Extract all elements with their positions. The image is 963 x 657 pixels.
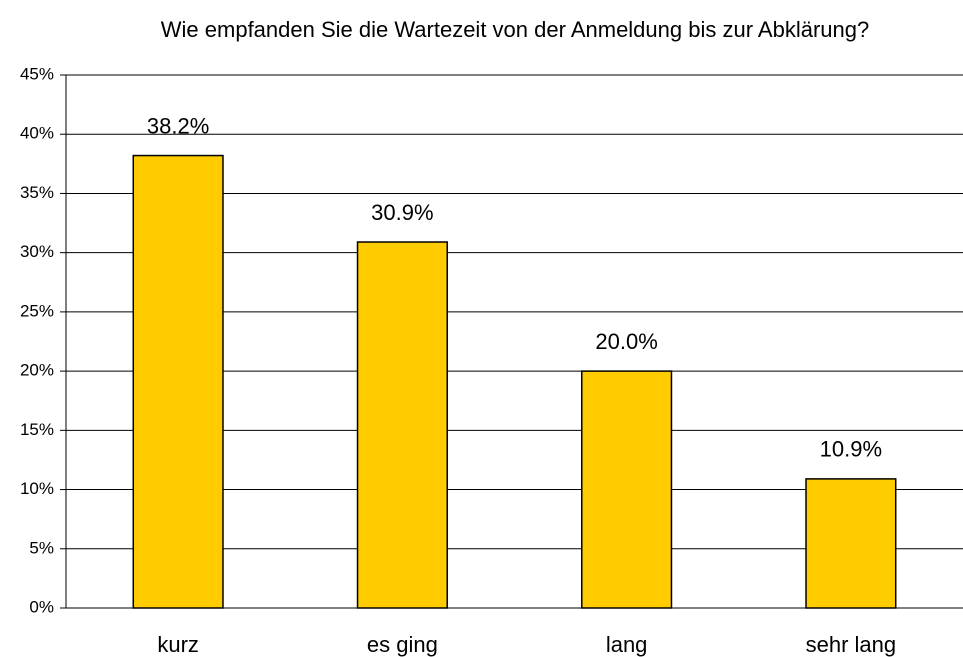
y-tick-label: 30% — [20, 242, 54, 261]
value-label: 30.9% — [371, 200, 433, 225]
x-tick-label: lang — [606, 632, 648, 657]
y-tick-label: 20% — [20, 361, 54, 380]
y-tick-label: 45% — [20, 64, 54, 83]
x-tick-label: sehr lang — [806, 632, 897, 657]
x-tick-label: kurz — [157, 632, 199, 657]
y-tick-label: 0% — [29, 597, 54, 616]
bar — [805, 478, 897, 609]
y-tick-label: 40% — [20, 124, 54, 143]
x-tick-label: es ging — [367, 632, 438, 657]
bar — [356, 241, 448, 609]
y-tick-label: 35% — [20, 183, 54, 202]
chart-title: Wie empfanden Sie die Wartezeit von der … — [160, 17, 870, 42]
y-tick-label: 15% — [20, 420, 54, 439]
value-label: 20.0% — [595, 329, 657, 354]
y-tick-label: 10% — [20, 479, 54, 498]
value-label: 38.2% — [147, 113, 209, 138]
value-label: 10.9% — [820, 437, 882, 462]
bar — [132, 154, 224, 609]
y-tick-label: 5% — [29, 538, 54, 557]
y-tick-label: 25% — [20, 301, 54, 320]
bar — [581, 370, 673, 609]
